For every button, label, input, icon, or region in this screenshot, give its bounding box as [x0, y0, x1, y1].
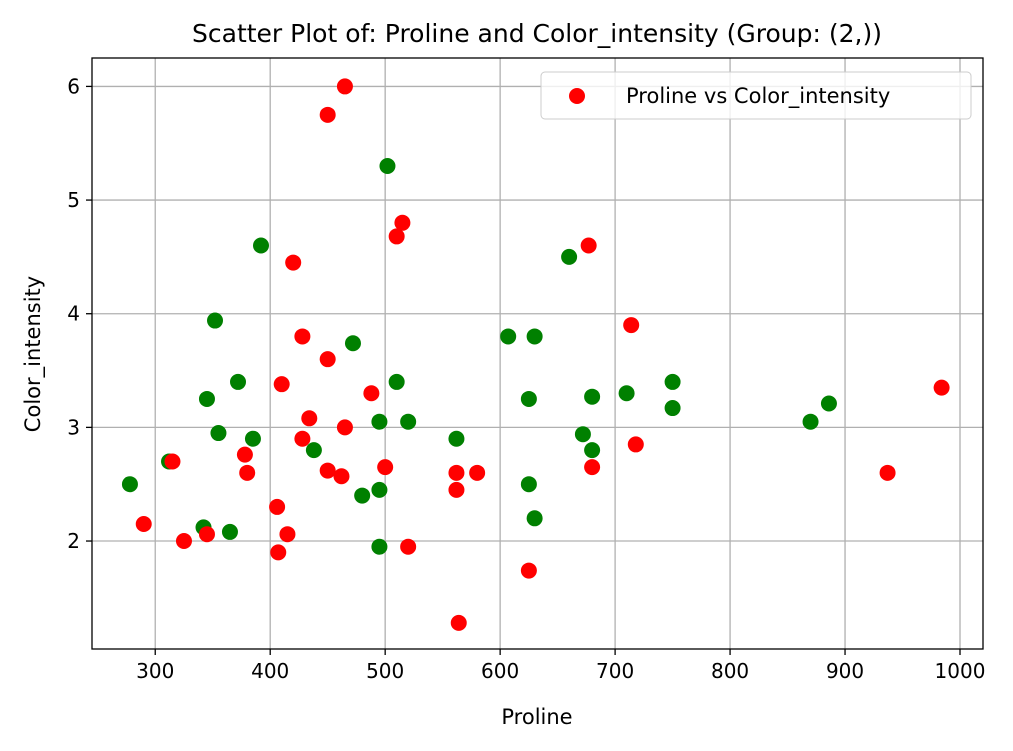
x-tick-label: 600: [481, 659, 519, 683]
data-point-green: [584, 388, 601, 405]
data-point-green: [210, 425, 227, 442]
data-point-red: [270, 544, 287, 561]
data-point-green: [344, 335, 361, 352]
data-point-red: [394, 214, 411, 231]
data-point-red: [273, 376, 290, 393]
data-point-red: [319, 351, 336, 368]
data-point-red: [319, 106, 336, 123]
data-point-green: [500, 328, 517, 345]
data-point-red: [879, 464, 896, 481]
y-tick-label: 6: [67, 74, 80, 98]
data-point-green: [448, 430, 465, 447]
data-point-green: [121, 476, 138, 493]
grid-lines: [92, 58, 983, 649]
data-point-red: [450, 614, 467, 631]
x-tick-label: 500: [366, 659, 404, 683]
data-point-green: [520, 390, 537, 407]
data-point-red: [520, 562, 537, 579]
data-point-green: [244, 430, 261, 447]
data-point-green: [379, 157, 396, 174]
data-point-red: [933, 379, 950, 396]
data-point-red: [285, 254, 302, 271]
legend-box: [540, 71, 972, 120]
data-point-green: [230, 373, 247, 390]
data-point-red: [584, 459, 601, 476]
data-point-red: [400, 538, 417, 555]
data-point-red: [448, 464, 465, 481]
data-point-red: [627, 436, 644, 453]
chart-title: Scatter Plot of: Proline and Color_inten…: [192, 19, 882, 48]
data-point-green: [400, 413, 417, 430]
data-point-red: [580, 237, 597, 254]
data-point-green: [388, 373, 405, 390]
data-point-red: [319, 462, 336, 479]
data-point-red: [301, 410, 318, 427]
data-point-green: [574, 426, 591, 443]
data-point-red: [164, 453, 181, 470]
y-axis-label: Color_intensity: [21, 276, 46, 432]
plot-frame: [91, 57, 984, 650]
data-point-green: [371, 413, 388, 430]
data-point-red: [336, 419, 353, 436]
y-tick-label: 5: [67, 188, 80, 212]
data-point-green: [584, 442, 601, 459]
x-tick-label: 700: [596, 659, 634, 683]
data-point-green: [526, 328, 543, 345]
data-point-green: [561, 248, 578, 265]
data-point-green: [207, 312, 224, 329]
data-point-red: [279, 526, 296, 543]
data-point-red: [623, 317, 640, 334]
data-point-green: [618, 385, 635, 402]
data-point-green: [664, 373, 681, 390]
data-points: [121, 78, 950, 631]
x-tick-label: 400: [251, 659, 289, 683]
data-point-green: [305, 442, 322, 459]
data-point-green: [820, 395, 837, 412]
data-point-red: [175, 533, 192, 550]
data-point-green: [664, 400, 681, 417]
data-point-red: [469, 464, 486, 481]
x-tick-label: 800: [711, 659, 749, 683]
x-axis-label: Proline: [501, 705, 572, 729]
x-tick-label: 300: [136, 659, 174, 683]
y-tick-label: 2: [67, 529, 80, 553]
legend-marker: [569, 88, 585, 104]
x-tick-label: 1000: [935, 659, 986, 683]
data-point-red: [336, 78, 353, 95]
data-point-red: [448, 481, 465, 498]
y-tick-label: 3: [67, 415, 80, 439]
data-point-red: [198, 526, 215, 543]
data-point-red: [239, 464, 256, 481]
data-point-red: [269, 498, 286, 515]
data-point-green: [526, 510, 543, 527]
axis-ticks: 300 400 500 600 700 800 900 1000 2 3 4 5 6: [67, 74, 985, 683]
data-point-green: [221, 523, 238, 540]
data-point-green: [520, 476, 537, 493]
legend: Proline vs Color_intensity: [540, 71, 972, 120]
data-point-red: [377, 459, 394, 476]
data-point-red: [135, 515, 152, 532]
data-point-red: [236, 446, 253, 463]
data-point-red: [294, 430, 311, 447]
data-point-green: [354, 487, 371, 504]
data-point-red: [333, 468, 350, 485]
data-point-green: [198, 390, 215, 407]
y-tick-label: 4: [67, 302, 80, 326]
data-point-green: [253, 237, 270, 254]
data-point-red: [363, 385, 380, 402]
data-point-green: [371, 481, 388, 498]
legend-label: Proline vs Color_intensity: [626, 84, 890, 109]
data-point-red: [388, 228, 405, 245]
data-point-green: [371, 538, 388, 555]
data-point-red: [294, 328, 311, 345]
x-tick-label: 900: [826, 659, 864, 683]
data-point-green: [802, 413, 819, 430]
